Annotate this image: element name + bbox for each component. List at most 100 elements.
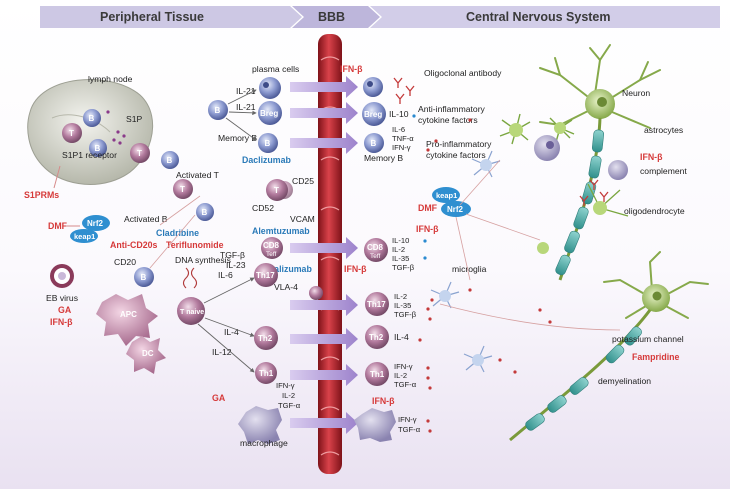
complement-icons [579,179,609,206]
dc-cell: DC [126,336,166,374]
astrocyte-2 [549,117,575,143]
macro-cytokine-1: IFN-γ [398,415,417,424]
b-cell-top: B [208,100,228,120]
memory-b-peripheral-label: B [265,139,271,148]
lymph-node: lymph node B T B S1P S1P1 receptor [27,74,154,185]
vla4-label: VLA-4 [274,282,298,292]
lymph-node-label: lymph node [88,74,133,84]
eb-virus-icon [50,264,74,288]
vcam-label: VCAM [290,214,315,224]
th1-label-cns: Th1 [370,370,385,379]
macrophage-cns-right-2 [608,160,628,180]
drug-cladribine: Cladribine [156,228,199,238]
memory-b-peripheral: B [258,133,278,153]
b-cytokine-1: IL-6 [392,125,405,134]
neuron-top [539,44,661,129]
activated-t-label: Activated T [176,170,220,180]
microglia-label: microglia [452,264,487,274]
drug-anti-cd20s: Anti-CD20s [110,240,158,250]
th2-peripheral: Th2 [254,326,278,350]
blood-vessel [318,34,342,474]
th17-peripheral: Th17 [254,263,278,287]
anti-inflammatory-label: Anti-inflammatory [418,104,486,114]
cd8-cytokine-2: IL-2 [392,245,405,254]
t-cell-small-1-label: T [137,149,142,158]
il4-label: IL-4 [224,327,239,337]
macrophage-peripheral [238,406,282,444]
apc-label: APC [120,310,137,319]
keap1-label-cns: keap1 [436,191,457,200]
dc-label: DC [142,349,154,358]
breg-label-cns: Breg [364,110,382,119]
microglia-2 [430,281,460,309]
drug-ifn-b-bbb-mid: IFN-β [344,264,367,274]
ln-b-cell-1-label: B [89,114,95,123]
b-cell-small-1: B [161,151,179,169]
drug-alemtuzumab: Alemtuzumab [252,226,310,236]
dna-synthesis-label: DNA synthesis [175,255,231,265]
cd20-label: CD20 [114,257,136,267]
t-cell-small-1: T [130,143,150,163]
th2-cytokine: IL-4 [394,332,409,342]
drug-dmf: DMF [48,221,68,231]
drug-ga-2: GA [212,393,226,403]
astrocyte-1 [499,113,531,145]
ln-t-cell: T [62,123,82,143]
cd52-label: CD52 [252,203,274,213]
th17-cytokine-3: TGF-β [394,310,417,319]
header-cns: Central Nervous System [466,10,611,24]
il23-label: IL-23 [226,260,246,270]
ln-t-cell-label: T [69,129,74,138]
th1-cns-cytokine-1: IFN-γ [394,362,413,371]
t-cell-cd25-label: T [274,186,279,195]
drug-daclizumab: Daclizumab [242,155,292,165]
drug-teriflunomide: Teriflunomide [166,240,224,250]
axon-top [555,117,605,281]
th17-cns: Th17 [365,292,389,316]
drug-ga: GA [58,305,72,315]
oligodendrocyte-2 [537,242,549,254]
cd8-teff-cns: CD8 Teff [364,238,388,262]
pro-inflammatory-label: Pro-inflammatory [426,139,492,149]
activated-b-label: Activated B [124,214,168,224]
anti-inflammatory-cytokine-label: cytokine factors [418,115,478,125]
memory-b-label-peripheral: Memory B [218,133,257,143]
macrophage-label: macrophage [240,438,288,448]
neuron-label: Neuron [622,88,650,98]
th1-label-peripheral: Th1 [259,369,274,378]
header-bbb: BBB [318,10,345,24]
activated-t-cell: T [173,179,193,199]
th1-cytokine-2: IL-2 [282,391,295,400]
th2-label-peripheral: Th2 [258,334,273,343]
t-naive-label: T naive [180,309,204,316]
t-cell-vla4 [309,286,323,300]
memory-b-label-cns: Memory B [364,153,403,163]
cd8-teff-peripheral: CD8 Teff [261,237,283,259]
th17-cytokine-2: IL-35 [394,301,411,310]
ln-b-cell-2: B [89,139,107,157]
activated-b-cell-label: B [202,208,208,217]
neuron-bottom [603,251,709,319]
drug-dmf-cns: DMF [418,203,438,213]
complement-label: complement [640,166,687,176]
header-banner: Peripheral Tissue BBB Central Nervous Sy… [40,6,720,28]
s1p-dots [106,110,126,145]
nrf2-label-cns: Nrf2 [447,205,464,214]
b-cell-cd20-label: B [141,273,147,282]
th1-cns: Th1 [365,362,389,386]
teff-label-cns: Teff [370,253,381,260]
b-cell-cd20: B [134,267,154,287]
oligodendrocyte-label: oligodendrocyte [624,206,685,216]
cytokine-dots [418,118,552,433]
plasma-cells-label: plasma cells [252,64,299,74]
dna-icon [182,267,198,289]
th2-cns: Th2 [365,325,389,349]
th17-label-cns: Th17 [367,300,386,309]
demyelination-label: demyelination [598,376,651,386]
blue-cytokine-dots [412,114,427,260]
il12-label: IL-12 [212,347,232,357]
b-cytokine-3: IFN-γ [392,143,411,152]
header-peripheral-tissue: Peripheral Tissue [100,10,204,24]
drug-ifn-b-right: IFN-β [640,152,663,162]
